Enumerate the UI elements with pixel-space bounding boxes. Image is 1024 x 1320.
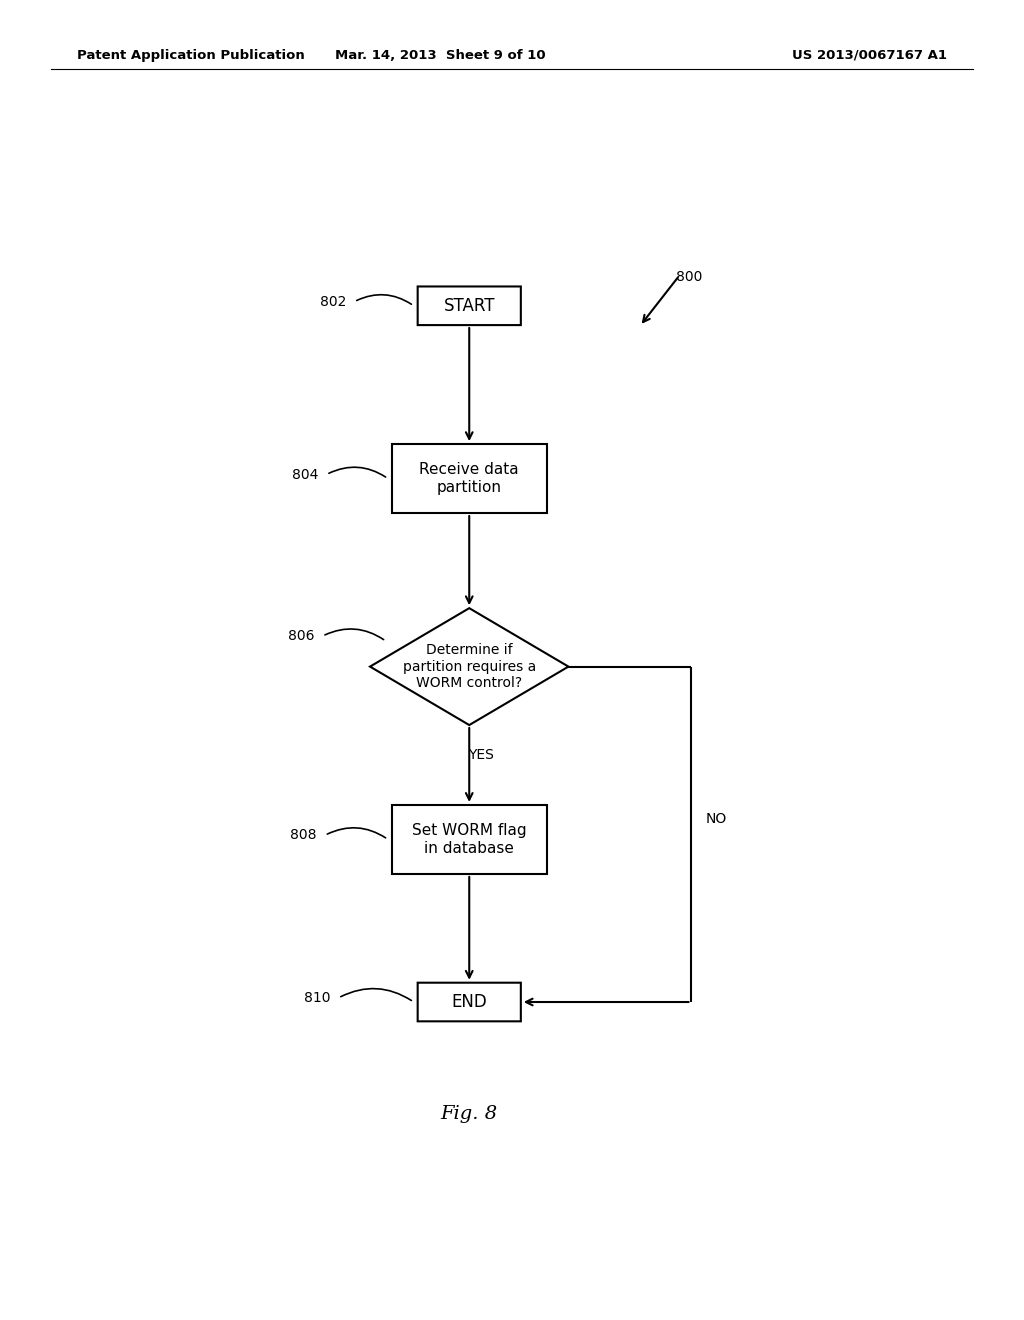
Text: YES: YES [468, 748, 495, 762]
Text: 806: 806 [288, 630, 314, 643]
Bar [392, 805, 547, 874]
FancyBboxPatch shape [418, 982, 521, 1022]
Text: Receive data
partition: Receive data partition [420, 462, 519, 495]
Text: END: END [452, 993, 487, 1011]
Polygon shape [370, 609, 568, 725]
Text: 810: 810 [304, 991, 331, 1005]
Text: Fig. 8: Fig. 8 [440, 1105, 498, 1123]
Text: NO: NO [706, 812, 727, 826]
Text: Determine if
partition requires a
WORM control?: Determine if partition requires a WORM c… [402, 643, 536, 690]
Text: Set WORM flag
in database: Set WORM flag in database [412, 824, 526, 855]
Text: US 2013/0067167 A1: US 2013/0067167 A1 [793, 49, 947, 62]
Bar [392, 444, 547, 513]
Text: 808: 808 [291, 829, 316, 842]
Text: Mar. 14, 2013  Sheet 9 of 10: Mar. 14, 2013 Sheet 9 of 10 [335, 49, 546, 62]
FancyBboxPatch shape [418, 286, 521, 325]
Text: START: START [443, 297, 495, 314]
Text: Patent Application Publication: Patent Application Publication [77, 49, 304, 62]
Text: 804: 804 [292, 467, 318, 482]
Text: 802: 802 [319, 294, 346, 309]
Text: 800: 800 [676, 271, 702, 284]
